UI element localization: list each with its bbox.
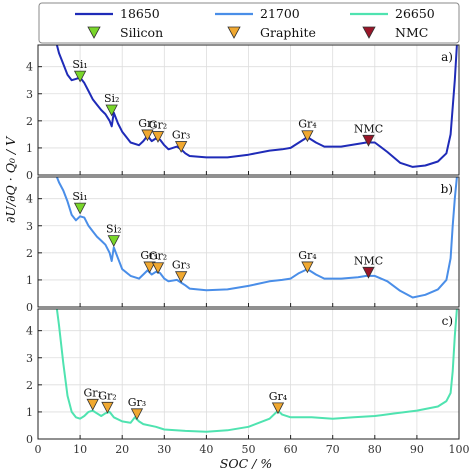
marker-label: Si₂: [106, 223, 121, 236]
marker-label: Gr₁: [138, 117, 156, 130]
marker-label: Gr₁: [140, 249, 158, 262]
marker-label: Gr₄: [298, 118, 317, 131]
marker-graphite: [151, 131, 165, 143]
marker-label: Gr₃: [172, 129, 190, 142]
series-line-21700: [55, 177, 458, 299]
legend-label-graphite: Graphite: [260, 25, 316, 40]
panel-label: b): [441, 182, 453, 196]
marker-graphite: [301, 261, 314, 274]
x-tick-label: 0: [35, 443, 42, 456]
legend-marker-graphite: [227, 26, 241, 39]
marker-label: Gr₂: [149, 250, 167, 263]
marker-graphite: [130, 408, 144, 421]
marker-label: NMC: [354, 122, 383, 135]
legend-label-21700: 21700: [260, 6, 300, 21]
y-axis-label: ∂U/∂Q · Q₀ / V: [3, 135, 18, 223]
legend-label-silicon: Silicon: [120, 25, 163, 40]
marker-graphite: [101, 401, 114, 414]
y-tick-label: 3: [26, 220, 33, 233]
x-tick-label: 60: [284, 443, 298, 456]
marker-label: Gr₂: [149, 119, 167, 132]
marker-label: Gr₃: [128, 396, 146, 409]
y-tick-label: 1: [26, 274, 33, 287]
legend-marker-nmc: [362, 26, 376, 39]
x-tick-label: 70: [326, 443, 340, 456]
marker-label: Gr₁: [83, 386, 101, 399]
marker-label: Gr₂: [98, 389, 116, 402]
series-line-26650: [55, 309, 458, 433]
y-tick-label: 2: [26, 379, 33, 392]
x-tick-label: 80: [368, 443, 382, 456]
y-tick-label: 4: [26, 61, 33, 74]
marker-silicon: [107, 235, 120, 248]
y-tick-label: 1: [26, 142, 33, 155]
y-tick-label: 4: [26, 325, 33, 338]
series-line-18650: [55, 45, 458, 168]
y-tick-label: 0: [26, 169, 33, 182]
x-axis-label: SOC / %: [220, 456, 272, 471]
x-tick-label: 40: [199, 443, 213, 456]
marker-silicon: [105, 104, 118, 117]
marker-label: Si₁: [72, 58, 87, 71]
panel-label: a): [441, 50, 453, 64]
x-tick-label: 10: [73, 443, 87, 456]
marker-label: Gr₄: [269, 390, 288, 403]
marker-graphite: [86, 398, 99, 411]
x-tick-label: 90: [410, 443, 424, 456]
marker-label: Si₁: [72, 190, 87, 203]
marker-graphite: [143, 261, 156, 274]
panel-label: c): [442, 314, 453, 328]
y-tick-label: 0: [26, 301, 33, 314]
y-tick-label: 2: [26, 115, 33, 128]
y-tick-label: 1: [26, 406, 33, 419]
y-tick-label: 0: [26, 433, 33, 446]
x-tick-label: 50: [242, 443, 256, 456]
y-tick-label: 2: [26, 247, 33, 260]
marker-label: Gr₄: [298, 249, 317, 262]
marker-nmc: [362, 266, 375, 279]
legend: 18650 21700 26650 Silicon Graphite NMC: [38, 2, 460, 44]
marker-graphite: [174, 141, 188, 153]
legend-label-26650: 26650: [395, 6, 435, 21]
marker-nmc: [362, 134, 375, 147]
legend-label-18650: 18650: [120, 6, 160, 21]
legend-label-nmc: NMC: [395, 25, 428, 40]
marker-graphite: [151, 262, 165, 275]
x-tick-label: 30: [157, 443, 171, 456]
marker-silicon: [73, 70, 87, 83]
y-tick-label: 3: [26, 352, 33, 365]
marker-label: Gr₃: [172, 259, 190, 272]
marker-graphite: [301, 130, 314, 143]
marker-label: NMC: [354, 254, 383, 267]
marker-graphite: [141, 129, 154, 142]
marker-label: Si₂: [104, 92, 119, 105]
y-tick-label: 4: [26, 193, 33, 206]
x-tick-label: 100: [449, 443, 470, 456]
marker-graphite: [174, 271, 188, 284]
marker-graphite: [271, 402, 285, 415]
y-tick-label: 3: [26, 88, 33, 101]
marker-silicon: [73, 202, 87, 215]
x-tick-label: 20: [115, 443, 129, 456]
legend-marker-silicon: [87, 26, 101, 39]
